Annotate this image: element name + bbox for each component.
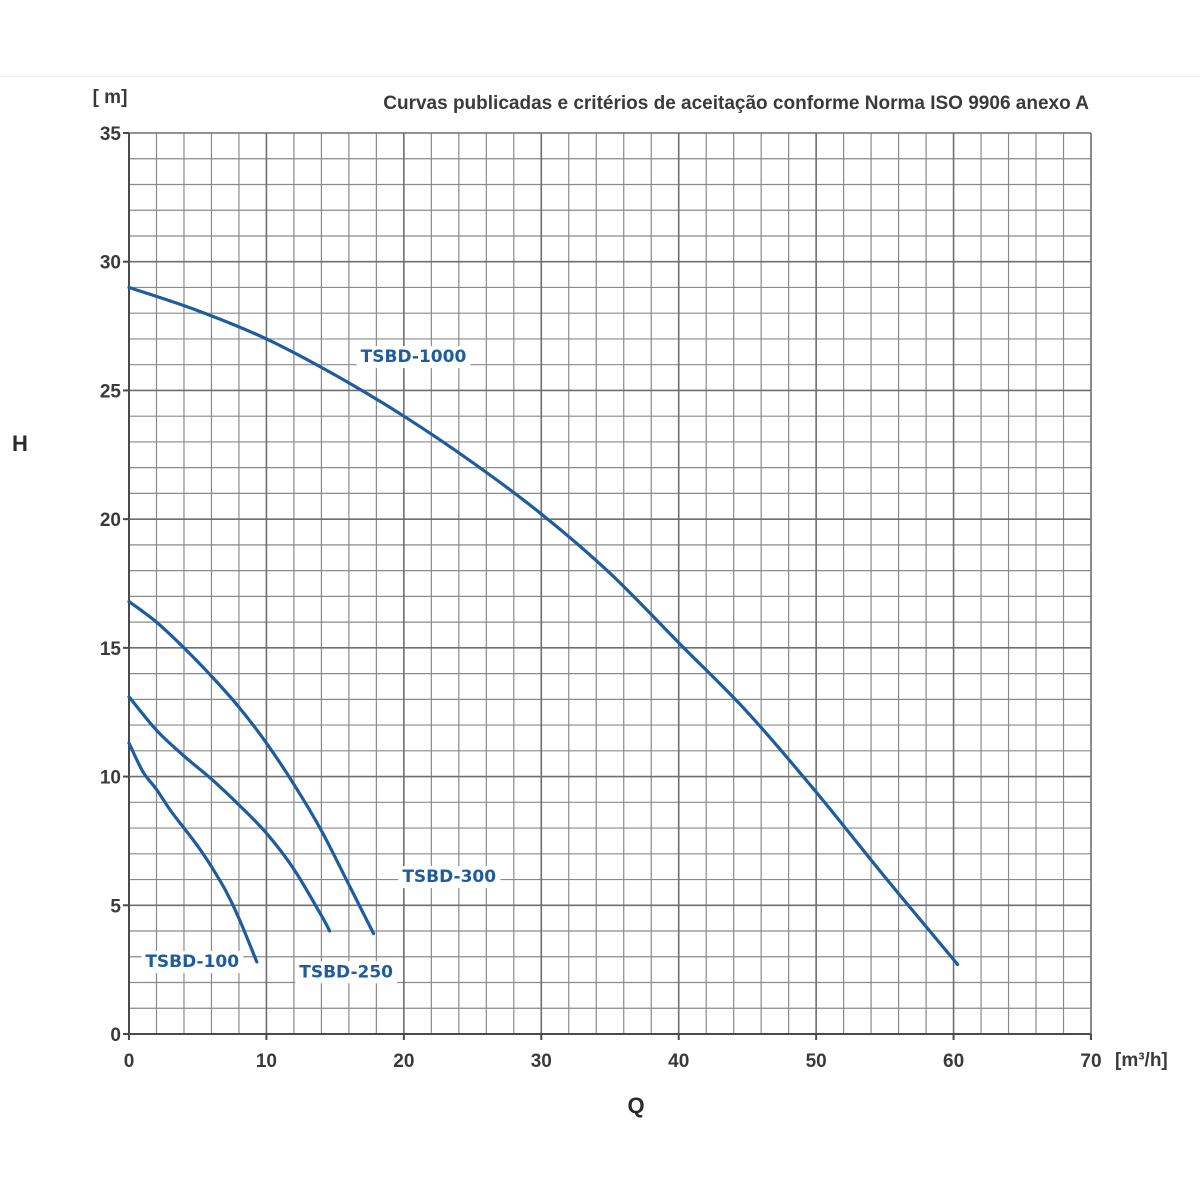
series-line-tsbd-300 [127, 599, 376, 936]
x-axis-unit: [m³/h] [1115, 1050, 1168, 1071]
x-tick-label: 10 [256, 1051, 277, 1072]
series-label-tsbd-100: TSBD-100 [141, 951, 244, 974]
x-tick-label: 20 [393, 1051, 414, 1072]
top-divider [0, 76, 1200, 77]
series-line-tsbd-100 [127, 741, 259, 964]
tick-labels: 0 5 10 15 20 25 30 35 0 10 20 30 40 50 60 70 [100, 124, 1102, 1072]
series-label-background [141, 951, 244, 974]
y-axis-label: H [12, 431, 28, 456]
y-tick-label: 5 [110, 896, 121, 917]
series-label-background [356, 346, 471, 369]
x-axis-label: Q [627, 1093, 644, 1118]
series-label-background [295, 961, 398, 984]
x-tick-label: 0 [124, 1051, 135, 1072]
series-label-text: TSBD-100 [145, 952, 239, 972]
series-label-tsbd-250: TSBD-250 [295, 961, 398, 984]
x-tick-label: 40 [668, 1051, 689, 1072]
chart-title: Curvas publicadas e critérios de aceitaç… [383, 93, 1089, 114]
x-tick-label: 60 [943, 1051, 964, 1072]
series-line-tsbd-250 [127, 695, 332, 933]
axes [123, 132, 1092, 1040]
series-label-tsbd-1000: TSBD-1000 [356, 346, 471, 369]
series-label-tsbd-300: TSBD-300 [398, 866, 501, 889]
minor-grid [129, 133, 1091, 1034]
y-tick-label: 15 [100, 639, 122, 660]
y-tick-label: 30 [100, 253, 121, 274]
y-tick-label: 0 [110, 1025, 121, 1046]
y-tick-label: 25 [100, 381, 122, 402]
major-grid [128, 132, 1092, 1035]
series-label-text: TSBD-300 [402, 867, 496, 887]
y-tick-label: 10 [100, 768, 121, 789]
series-label-background [398, 866, 501, 889]
series-label-text: TSBD-1000 [361, 347, 467, 367]
y-axis-unit: [ m] [93, 87, 128, 108]
x-tick-label: 30 [531, 1051, 552, 1072]
series-lines [127, 285, 960, 967]
y-tick-label: 35 [100, 124, 122, 145]
series-label-text: TSBD-250 [299, 962, 393, 982]
series-labels: TSBD-1000 TSBD-300 TSBD-250 TSBD-100 [141, 346, 501, 984]
y-tick-label: 20 [100, 510, 121, 531]
series-line-tsbd-1000 [127, 285, 960, 967]
x-tick-label: 70 [1080, 1051, 1101, 1072]
x-tick-label: 50 [806, 1051, 827, 1072]
